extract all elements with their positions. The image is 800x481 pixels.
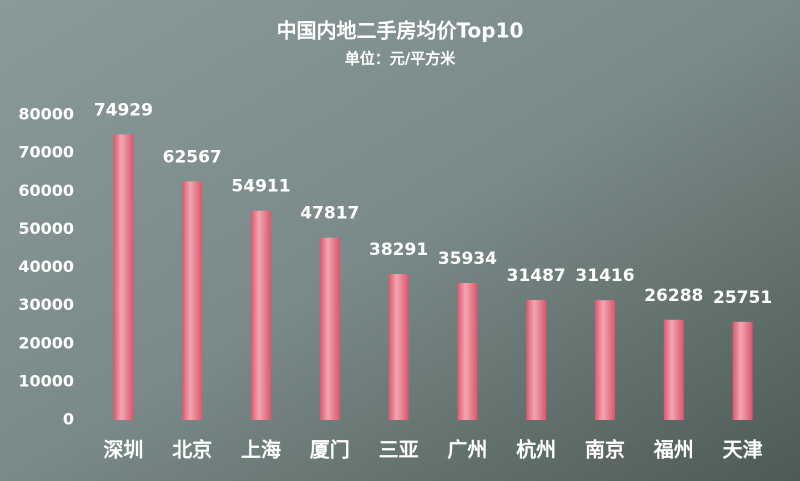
bar	[526, 299, 547, 420]
bar	[251, 210, 271, 420]
bar	[663, 319, 684, 420]
bar	[182, 181, 203, 420]
value-label: 47817	[300, 204, 359, 224]
y-tick-label: 0	[63, 410, 74, 429]
x-tick-label: 深圳	[103, 438, 143, 462]
value-label: 31487	[507, 266, 566, 286]
bar	[319, 237, 340, 420]
x-tick-label: 上海	[241, 438, 281, 462]
chart-subtitle: 单位：元/平方米	[345, 50, 456, 68]
value-label: 62567	[163, 147, 222, 167]
x-tick-label: 厦门	[310, 438, 350, 462]
x-tick-label: 杭州	[516, 438, 556, 462]
value-label: 25751	[713, 288, 772, 308]
value-label: 26288	[644, 286, 703, 306]
bar	[457, 283, 478, 420]
bar	[113, 134, 134, 420]
y-tick-label: 20000	[18, 333, 74, 352]
chart-title: 中国内地二手房均价Top10	[277, 19, 524, 43]
value-label: 35934	[438, 249, 497, 269]
y-tick-label: 60000	[18, 181, 74, 200]
x-tick-label: 三亚	[379, 438, 419, 462]
y-tick-label: 30000	[18, 295, 74, 314]
x-tick-label: 天津	[723, 438, 763, 462]
value-label: 54911	[231, 177, 290, 197]
x-tick-label: 南京	[585, 438, 625, 462]
y-tick-label: 80000	[18, 105, 74, 124]
value-label: 74929	[94, 100, 153, 120]
y-tick-label: 40000	[18, 257, 74, 276]
bar	[732, 321, 753, 420]
x-tick-label: 福州	[653, 438, 694, 462]
bar	[388, 274, 409, 420]
value-label: 31416	[575, 266, 634, 286]
x-tick-label: 广州	[447, 438, 487, 462]
y-tick-label: 10000	[18, 371, 74, 390]
y-tick-label: 70000	[18, 143, 74, 162]
y-tick-label: 50000	[18, 219, 74, 238]
x-tick-label: 北京	[172, 438, 212, 462]
bar	[595, 300, 615, 420]
value-label: 38291	[369, 240, 428, 260]
